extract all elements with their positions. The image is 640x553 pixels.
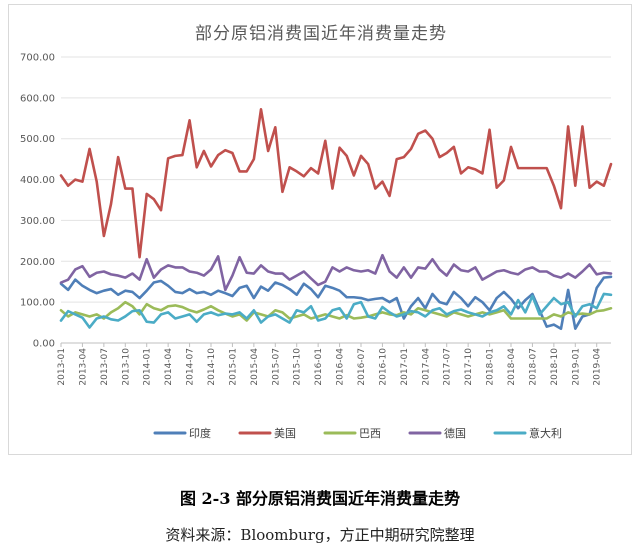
chart-title: 部分原铝消费国近年消费量走势 bbox=[195, 24, 447, 44]
source-note: 资料来源：Bloomburg，方正中期研究院整理 bbox=[165, 526, 475, 544]
y-tick-label: 500.00 bbox=[20, 134, 55, 145]
x-tick-label: 2016-01 bbox=[314, 348, 324, 386]
x-tick-label: 2019-01 bbox=[571, 348, 581, 386]
y-tick-label: 700.00 bbox=[20, 53, 55, 64]
series-line-0 bbox=[59, 275, 613, 331]
legend-label: 德国 bbox=[444, 426, 466, 440]
x-tick-label: 2017-04 bbox=[421, 348, 431, 386]
x-tick-label: 2018-10 bbox=[550, 348, 560, 386]
x-tick-label: 2013-07 bbox=[100, 348, 110, 386]
y-tick-label: 100.00 bbox=[20, 298, 55, 309]
y-tick-label: 400.00 bbox=[20, 175, 55, 186]
x-tick-label: 2013-01 bbox=[57, 348, 67, 386]
x-tick-label: 2016-07 bbox=[357, 348, 367, 386]
x-tick-label: 2018-07 bbox=[528, 348, 538, 386]
x-tick-label: 2019-04 bbox=[593, 348, 603, 386]
grid-layer bbox=[61, 56, 611, 344]
x-tick-label: 2018-04 bbox=[507, 348, 517, 386]
x-tick-label: 2014-01 bbox=[143, 348, 153, 386]
x-tick-label: 2013-04 bbox=[78, 348, 88, 386]
legend: 印度 美国 巴西 德国 意大利 bbox=[153, 426, 562, 440]
x-tick-label: 2013-10 bbox=[121, 348, 131, 386]
series-line-3 bbox=[59, 253, 613, 292]
x-tick-label: 2015-07 bbox=[271, 348, 281, 386]
x-tick-label: 2015-01 bbox=[228, 348, 238, 386]
y-tick-label: 600.00 bbox=[20, 93, 55, 104]
x-axis-ticks: 2013-01 2013-04 2013-07 2013-10 2014-01 2014-… bbox=[57, 343, 603, 386]
x-tick-label: 2017-01 bbox=[400, 348, 410, 386]
x-tick-label: 2015-04 bbox=[250, 348, 260, 386]
chart-frame: 部分原铝消费国近年消费量走势 0.00 100.00 200.00 300.00 400… bbox=[8, 4, 632, 455]
x-tick-label: 2014-07 bbox=[186, 348, 196, 386]
legend-label: 意大利 bbox=[529, 426, 562, 440]
legend-label: 美国 bbox=[274, 427, 296, 440]
series-line-2 bbox=[59, 300, 613, 322]
x-tick-label: 2016-04 bbox=[336, 348, 346, 386]
x-tick-label: 2015-10 bbox=[293, 348, 303, 386]
line-chart: 0.00 100.00 200.00 300.00 400.00 500.00 600.00… bbox=[20, 53, 613, 440]
legend-label: 印度 bbox=[189, 426, 211, 440]
x-tick-label: 2017-07 bbox=[443, 348, 453, 386]
legend-label: 巴西 bbox=[359, 427, 381, 440]
x-tick-label: 2016-10 bbox=[378, 348, 388, 386]
y-tick-label: 200.00 bbox=[20, 257, 55, 268]
series-line-1 bbox=[59, 108, 613, 259]
y-axis-ticks: 0.00 100.00 200.00 300.00 400.00 500.00 600.00… bbox=[20, 53, 55, 350]
y-tick-label: 300.00 bbox=[20, 216, 55, 227]
figure-caption: 图 2-3 部分原铝消费国近年消费量走势 bbox=[179, 489, 461, 508]
series-layer bbox=[59, 108, 613, 331]
x-tick-label: 2014-10 bbox=[207, 348, 217, 386]
series-line-4 bbox=[59, 292, 613, 329]
y-tick-label: 0.00 bbox=[33, 339, 55, 350]
x-tick-label: 2018-01 bbox=[486, 348, 496, 386]
x-tick-label: 2014-04 bbox=[164, 348, 174, 386]
x-tick-label: 2017-10 bbox=[464, 348, 474, 386]
